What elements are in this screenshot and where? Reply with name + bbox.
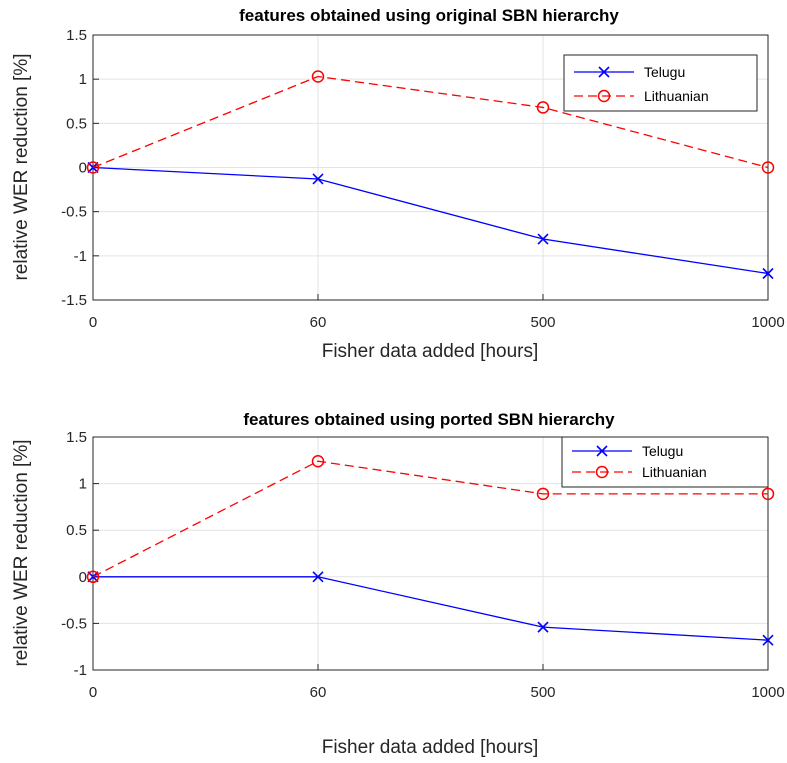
series-line-lithuanian (92, 460, 768, 578)
x-tick-label: 1000 (751, 684, 784, 701)
chart-2-legend: Telugu Lithuanian (561, 436, 769, 488)
y-tick-label: 1.5 (66, 429, 87, 446)
data-point-lithuanian (86, 161, 100, 174)
data-point-telugu (762, 267, 774, 280)
chart-1-legend-marker-telugu (598, 66, 610, 78)
chart-2-series (86, 454, 775, 646)
data-point-lithuanian (761, 161, 775, 174)
series-line-lithuanian (92, 75, 769, 169)
data-point-telugu (312, 571, 324, 583)
y-tick-label: 0.5 (66, 115, 87, 132)
series-line-telugu (92, 166, 769, 275)
chart-1-y-tick-labels: 1.5 1 0.5 0 -0.5 -1 -1.5 (61, 27, 87, 309)
chart-2-y-axis-label: relative WER reduction [%] (11, 439, 32, 666)
data-point-lithuanian (761, 487, 775, 501)
chart-2-legend-label-telugu: Telugu (642, 443, 683, 459)
chart-2-legend-marker-telugu (596, 445, 608, 457)
y-tick-label: -1 (74, 662, 87, 679)
chart-original-sbn: features obtained using original SBN hie… (11, 6, 785, 362)
y-tick-label: 1 (79, 71, 87, 88)
chart-2-legend-marker-lithuanian (595, 465, 609, 479)
data-point-lithuanian (536, 101, 550, 114)
chart-1-title: features obtained using original SBN hie… (239, 6, 619, 25)
data-point-telugu (762, 634, 774, 646)
chart-2-y-tick-labels: 1.5 1 0.5 0 -0.5 -1 (61, 429, 87, 679)
chart-1-series (86, 70, 775, 280)
chart-2-legend-label-lithuanian: Lithuanian (642, 464, 707, 480)
y-tick-label: -0.5 (61, 204, 87, 221)
chart-1-legend: Telugu Lithuanian (563, 54, 758, 112)
x-tick-label: 60 (310, 684, 327, 701)
x-tick-label: 0 (89, 314, 97, 331)
chart-2-x-tick-labels: 0 60 500 1000 (89, 684, 785, 701)
x-tick-label: 1000 (751, 314, 784, 331)
chart-2-title: features obtained using ported SBN hiera… (243, 410, 615, 429)
y-tick-label: 1 (79, 476, 87, 493)
chart-2-legend-box (561, 436, 769, 488)
chart-ported-sbn: features obtained using ported SBN hiera… (11, 410, 785, 758)
chart-1-legend-label-lithuanian: Lithuanian (644, 88, 709, 104)
data-point-telugu (312, 173, 324, 185)
y-tick-label: 1.5 (66, 27, 87, 44)
x-tick-label: 60 (310, 314, 327, 331)
y-tick-label: -1.5 (61, 292, 87, 309)
data-point-lithuanian (311, 454, 325, 468)
chart-2-x-axis-label: Fisher data added [hours] (322, 737, 539, 758)
chart-1-x-axis-label: Fisher data added [hours] (322, 341, 539, 362)
data-point-telugu (537, 233, 549, 245)
chart-1-legend-box (563, 54, 758, 112)
y-tick-label: 0 (79, 569, 87, 586)
data-point-lithuanian (311, 70, 325, 83)
chart-2-axes-box (92, 436, 769, 671)
chart-1-x-tick-labels: 0 60 500 1000 (89, 314, 785, 331)
chart-1-legend-label-telugu: Telugu (644, 64, 685, 80)
y-tick-label: 0.5 (66, 522, 87, 539)
data-point-telugu (537, 621, 549, 633)
data-point-lithuanian (536, 487, 550, 501)
data-point-lithuanian (86, 570, 100, 584)
y-tick-label: 0 (79, 160, 87, 177)
x-tick-label: 0 (89, 684, 97, 701)
y-tick-label: -0.5 (61, 615, 87, 632)
chart-1-legend-marker-lithuanian (597, 89, 611, 103)
x-tick-label: 500 (530, 314, 555, 331)
x-tick-label: 500 (530, 684, 555, 701)
y-tick-label: -1 (74, 248, 87, 265)
series-line-telugu (93, 576, 769, 641)
chart-1-y-axis-label: relative WER reduction [%] (11, 53, 32, 280)
